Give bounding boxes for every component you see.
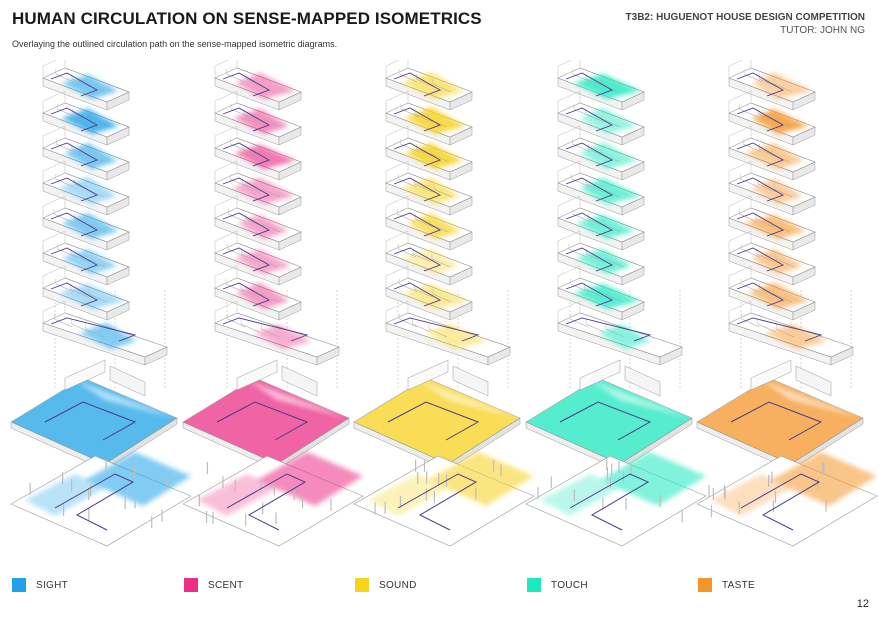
page-number: 12 [856, 598, 869, 610]
floor-plate [42, 160, 130, 216]
floor-plate [385, 125, 473, 181]
floor-plate [385, 90, 473, 146]
sense-column-sound [353, 60, 535, 547]
floor-plate [385, 265, 473, 321]
page-subtitle: Overlaying the outlined circulation path… [12, 39, 338, 49]
floor-plate [728, 160, 816, 216]
competition-label: T3B2: HUGUENOT HOUSE DESIGN COMPETITION [625, 12, 865, 23]
page-title: HUMAN CIRCULATION ON SENSE-MAPPED ISOMET… [12, 9, 482, 28]
floor-plate [728, 300, 854, 366]
floor-plate [42, 125, 130, 181]
legend-taste: TASTE [698, 577, 755, 593]
taste-swatch [698, 578, 712, 592]
floor-plate [42, 230, 130, 286]
floor-plate [557, 230, 645, 286]
floor-plate [385, 60, 473, 111]
floor-plate [214, 90, 302, 146]
floor-plate [214, 265, 302, 321]
floor-plate [557, 125, 645, 181]
sound-swatch [355, 578, 369, 592]
floor-plate [385, 230, 473, 286]
sense-column-sight [10, 60, 192, 547]
floor-plate [557, 90, 645, 146]
floor-plate [557, 60, 645, 111]
courtyard-plate [182, 452, 364, 547]
floor-plate [214, 125, 302, 181]
ground-floor-plate [353, 359, 521, 471]
sense-column-scent [182, 60, 364, 547]
floor-plate [214, 160, 302, 216]
floor-plate [557, 300, 683, 366]
courtyard-plate [696, 452, 878, 547]
floor-plate [728, 230, 816, 286]
floor-plate [385, 300, 511, 366]
floor-plate [728, 125, 816, 181]
floor-plate [42, 195, 130, 251]
sense-column-taste [696, 60, 878, 547]
legend-label-scent: SCENT [208, 579, 244, 591]
floor-plate [385, 160, 473, 216]
floor-plate [728, 195, 816, 251]
tutor-label: TUTOR: JOHN NG [780, 25, 865, 36]
legend-label-sound: SOUND [379, 579, 417, 591]
courtyard-plate [353, 452, 535, 547]
courtyard-plate [525, 452, 707, 547]
ground-floor-plate [696, 359, 864, 471]
legend-label-taste: TASTE [722, 579, 755, 591]
floor-plate [728, 60, 816, 111]
floor-plate [728, 90, 816, 146]
ground-floor-plate [10, 359, 178, 471]
floor-plate [42, 60, 130, 111]
floor-plate [557, 160, 645, 216]
ground-floor-plate [182, 359, 350, 471]
isometric-diagram-grid [10, 60, 878, 547]
sense-column-touch [525, 60, 707, 547]
legend-scent: SCENT [184, 577, 243, 593]
floor-plate [214, 230, 302, 286]
legend-label-sight: SIGHT [36, 579, 69, 591]
floor-plate [385, 195, 473, 251]
floor-plate [214, 300, 340, 366]
floor-plate [557, 195, 645, 251]
floor-plate [42, 90, 130, 146]
floor-plate [214, 60, 302, 111]
floor-plate [42, 300, 168, 366]
scent-swatch [184, 578, 198, 592]
legend-sound: SOUND [355, 577, 417, 593]
ground-floor-plate [525, 359, 693, 471]
floor-plate [557, 265, 645, 321]
floor-plate [42, 265, 130, 321]
legend-touch: TOUCH [527, 577, 588, 593]
courtyard-plate [10, 452, 192, 547]
floor-plate [728, 265, 816, 321]
legend-sight: SIGHT [12, 577, 68, 593]
legend-label-touch: TOUCH [551, 579, 588, 591]
floor-plate [214, 195, 302, 251]
sight-swatch [12, 578, 26, 592]
touch-swatch [527, 578, 541, 592]
